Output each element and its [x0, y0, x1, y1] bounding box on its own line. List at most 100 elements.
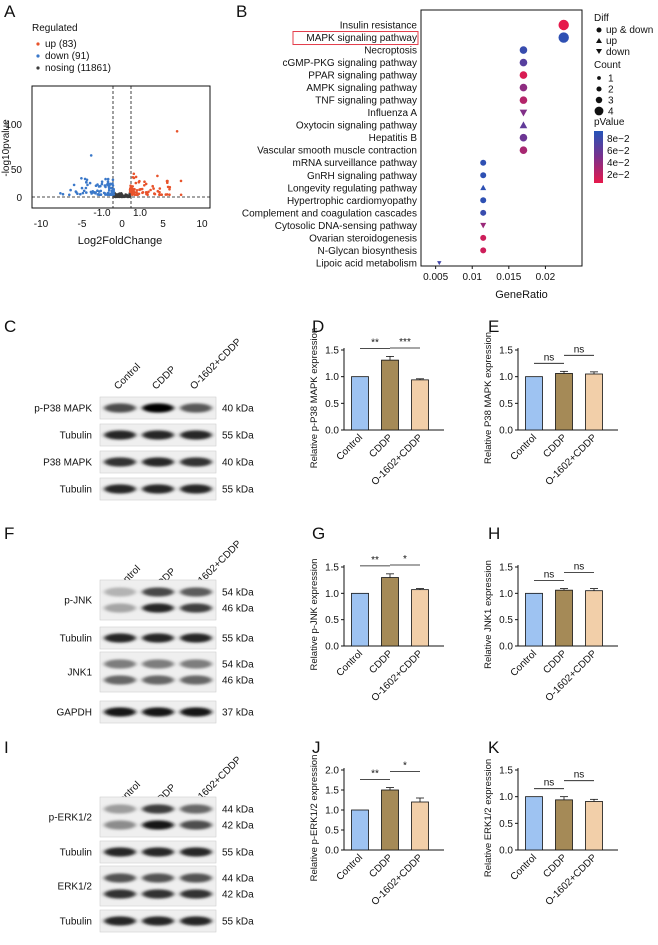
kegg-xtick-label: 0.01: [462, 272, 482, 283]
volcano-point-down: [99, 184, 102, 188]
volcano-point-down: [108, 187, 111, 190]
volcano-point-nosing: [117, 195, 121, 198]
kegg-legend-pv-label: 2e−2: [607, 170, 630, 181]
volcano-point-nosing: [115, 194, 118, 197]
blot-band: [142, 403, 174, 413]
bar: [411, 379, 429, 431]
bar-ytick-label: 0.0: [499, 642, 513, 653]
bar-category-label: CDDP: [541, 432, 569, 460]
blot-kda-label: 37 kDa: [222, 708, 254, 719]
bar-ytick-label: 1.5: [499, 563, 513, 574]
sig-label: ns: [574, 344, 585, 355]
bar-ylabel: Relative JNK1 expression: [483, 560, 494, 669]
panel-letter-f: F: [4, 524, 15, 543]
blot-band: [142, 820, 174, 830]
blot-band: [142, 633, 174, 643]
volcano-point-down: [80, 177, 83, 180]
kegg-pathway-label: Hypertrophic cardiomyopathy: [287, 196, 417, 207]
kegg-point: [519, 146, 528, 155]
volcano-point-up: [166, 179, 169, 183]
bar-ylabel: Relative ERK1/2 expression: [483, 759, 494, 877]
volcano-point-down: [100, 182, 104, 186]
panel-letter-e: E: [488, 317, 500, 336]
bar-ytick-label: 0.0: [325, 426, 339, 437]
blot-kda-label: 55 kDa: [222, 634, 254, 645]
blot-band: [180, 587, 212, 597]
kegg-point: [519, 121, 528, 129]
volcano-point-down: [86, 183, 89, 187]
kegg-pathway-label: AMPK signaling pathway: [306, 83, 417, 94]
blot-band: [142, 916, 174, 926]
bar-ytick-label: 1.5: [499, 766, 513, 777]
bar-ytick-label: 1.5: [499, 346, 513, 357]
volcano-point-up: [134, 175, 138, 179]
bar-ytick-label: 0.0: [325, 642, 339, 653]
volcano-xtick-5: 5: [160, 219, 166, 230]
volcano-point-up: [129, 184, 132, 187]
bar-ylabel: Relative p-P38 MAPK expression: [309, 328, 320, 468]
kegg-legend-count-title: Count: [594, 60, 621, 71]
blot-band: [142, 603, 174, 613]
blot-band: [104, 484, 136, 494]
bar-category-label: Control: [335, 432, 366, 463]
kegg-point: [480, 197, 487, 204]
blot-band: [104, 916, 136, 926]
bar-chart-j: 0.0 0.5 1.0 1.5 2.0 Relative p-ERK1/2 express…: [309, 755, 444, 908]
blot-band: [104, 675, 136, 685]
blot-kda-label: 46 kDa: [222, 676, 254, 687]
blot-row-label: JNK1: [68, 668, 93, 679]
volcano-point-down: [94, 192, 97, 195]
bar-chart-d: 0.0 0.5 1.0 1.5 Relative p-P38 MAPK expressi…: [309, 328, 444, 488]
blot-row-label: GAPDH: [56, 708, 92, 719]
volcano-point-up: [134, 181, 138, 185]
panel-letter-b: B: [236, 2, 248, 21]
bar-ytick-label: 1.0: [325, 806, 339, 817]
blot-band: [104, 587, 136, 597]
bar-chart-e: 0.0 0.5 1.0 1.5 Relative P38 MAPK expression…: [483, 332, 618, 488]
kegg-point: [558, 32, 569, 43]
blot-row-label: Tubulin: [60, 917, 92, 928]
bar-ytick-label: 1.0: [499, 792, 513, 803]
kegg-point: [480, 222, 487, 229]
bar-category-label: Control: [509, 852, 540, 883]
volcano-point-up: [159, 193, 163, 196]
bar: [411, 801, 429, 851]
volcano-point-nosing: [123, 195, 126, 198]
bar-ytick-label: 0.5: [499, 819, 513, 830]
kegg-xtick-label: 0.015: [496, 272, 521, 283]
kegg-point: [480, 247, 487, 254]
panel-letter-g: G: [312, 524, 326, 543]
sig-label: ns: [544, 570, 555, 581]
volcano-point-down: [104, 177, 107, 181]
volcano-point-down: [107, 193, 111, 196]
kegg-point: [480, 209, 487, 216]
blot-band: [142, 847, 174, 857]
volcano-point-down: [83, 177, 87, 181]
volcano-vline-label-right: 1.0: [133, 208, 147, 219]
volcano-xtick-10: 10: [196, 219, 208, 230]
kegg-legend-count: 2: [608, 85, 614, 96]
volcano-ylabel: -log10pvalue: [1, 119, 12, 177]
bar-ytick-label: 0.5: [499, 399, 513, 410]
bar-ylabel: Relative p-ERK1/2 expression: [309, 755, 320, 882]
bar-ytick-label: 0.5: [325, 399, 339, 410]
volcano-point-down: [106, 177, 110, 181]
volcano-point-up: [143, 180, 146, 183]
volcano-xlabel: Log2FoldChange: [78, 235, 162, 247]
kegg-point: [480, 159, 487, 166]
bar-category-label: CDDP: [367, 648, 395, 676]
volcano-point-down: [104, 192, 107, 195]
blot-band: [104, 633, 136, 643]
blot-band: [180, 889, 212, 899]
bar-ytick-label: 0.5: [499, 615, 513, 626]
bar-ytick-label: 0.5: [325, 615, 339, 626]
volcano-ytick-0: 0: [16, 193, 22, 204]
kegg-legend-count: 3: [608, 96, 614, 107]
volcano-point-up: [149, 188, 152, 192]
volcano-legend-nosing: nosing (11861): [45, 63, 111, 74]
volcano-point-nosing: [124, 194, 128, 197]
kegg-point: [558, 19, 569, 31]
kegg-point: [519, 71, 528, 79]
blot-band: [180, 659, 212, 669]
